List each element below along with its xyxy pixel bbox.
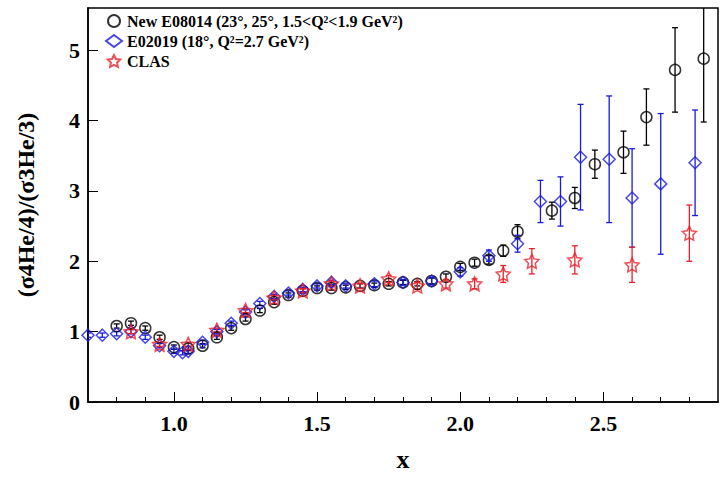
svg-text:2: 2 — [69, 249, 80, 274]
svg-text:0: 0 — [69, 390, 80, 415]
svg-text:1: 1 — [69, 319, 80, 344]
svg-text:4: 4 — [69, 108, 80, 133]
svg-text:New E08014 (23°, 25°, 1.5<Q²<1: New E08014 (23°, 25°, 1.5<Q²<1.9 GeV²) — [127, 13, 403, 31]
svg-text:5: 5 — [69, 38, 80, 63]
svg-text:1.0: 1.0 — [160, 411, 188, 436]
svg-text:2.0: 2.0 — [447, 411, 475, 436]
svg-text:2.5: 2.5 — [590, 411, 618, 436]
svg-text:3: 3 — [69, 178, 80, 203]
svg-text:(σ4He/4)/(σ3He/3): (σ4He/4)/(σ3He/3) — [13, 113, 39, 298]
svg-text:1.5: 1.5 — [303, 411, 331, 436]
svg-text:x: x — [397, 445, 410, 474]
svg-text:CLAS: CLAS — [127, 53, 170, 70]
svg-text:E02019 (18°, Q²=2.7 GeV²): E02019 (18°, Q²=2.7 GeV²) — [127, 33, 309, 51]
